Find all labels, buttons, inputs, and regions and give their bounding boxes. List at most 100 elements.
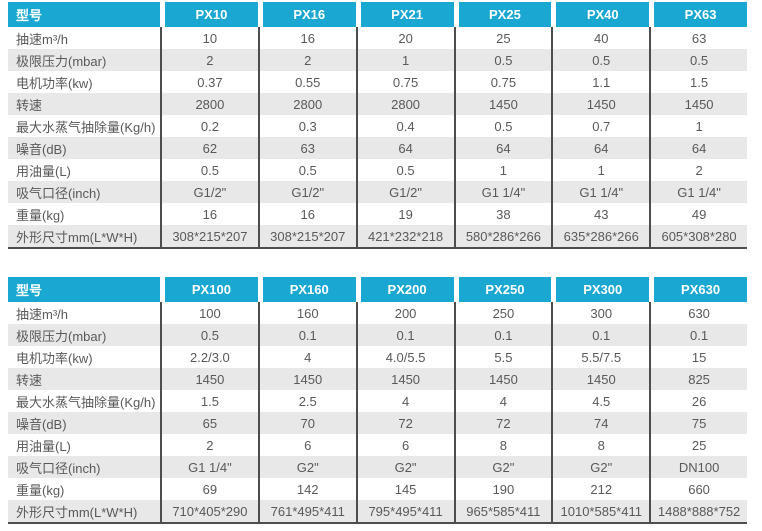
table-cell: 795*495*411 bbox=[355, 500, 454, 522]
table-cell: 0.4 bbox=[355, 115, 454, 137]
table-cell: 2800 bbox=[257, 93, 356, 115]
row-label: 用油量(L) bbox=[16, 163, 71, 179]
table-cell: 0.5 bbox=[355, 159, 454, 181]
column-header: PX63 bbox=[649, 2, 747, 27]
column-header: PX25 bbox=[453, 2, 552, 27]
table-cell: 64 bbox=[649, 137, 747, 159]
table-cell: 2.5 bbox=[257, 390, 356, 412]
table-cell: 200 bbox=[355, 302, 454, 324]
row-label: 吸气口径(inch) bbox=[16, 185, 101, 201]
table-cell: 421*232*218 bbox=[355, 225, 454, 247]
row-label: 外形尺寸mm(L*W*H) bbox=[16, 229, 138, 245]
row-label: 极限压力(mbar) bbox=[16, 328, 107, 344]
table-cell: 8 bbox=[551, 434, 649, 456]
column-header: PX250 bbox=[453, 277, 552, 302]
table-cell: 6 bbox=[257, 434, 356, 456]
table-cell: 4 bbox=[453, 390, 552, 412]
table-cell: 64 bbox=[551, 137, 649, 159]
table-cell: 4 bbox=[257, 346, 356, 368]
table-cell: 142 bbox=[257, 478, 356, 500]
table-cell: G1/2" bbox=[160, 181, 258, 203]
table-cell: 8 bbox=[453, 434, 552, 456]
row-label: 最大水蒸气抽除量(Kg/h) bbox=[16, 394, 156, 410]
data-row: 最大水蒸气抽除量(Kg/h) 1.5 2.5 4 4 4.5 26 bbox=[8, 390, 747, 412]
table-cell: 190 bbox=[453, 478, 552, 500]
column-header: PX40 bbox=[551, 2, 650, 27]
row-label: 噪音(dB) bbox=[16, 416, 67, 432]
row-label: 外形尺寸mm(L*W*H) bbox=[16, 504, 138, 520]
column-header: PX300 bbox=[551, 277, 650, 302]
table-cell: 0.7 bbox=[551, 115, 649, 137]
row-label: 极限压力(mbar) bbox=[16, 53, 107, 69]
table-cell: 0.1 bbox=[649, 324, 747, 346]
data-row: 转速 2800 2800 2800 1450 1450 1450 bbox=[8, 93, 747, 115]
data-row: 用油量(L) 0.5 0.5 0.5 1 1 2 bbox=[8, 159, 747, 181]
table-cell: 635*286*266 bbox=[551, 225, 649, 247]
table-cell: 1 bbox=[649, 115, 747, 137]
table-cell: 16 bbox=[160, 203, 258, 225]
table-cell: 70 bbox=[257, 412, 356, 434]
table-cell: 72 bbox=[355, 412, 454, 434]
table-cell: 580*286*266 bbox=[453, 225, 552, 247]
table-cell: 2 bbox=[160, 434, 258, 456]
table-cell: 4.5 bbox=[551, 390, 649, 412]
table-cell: G1 1/4" bbox=[160, 456, 258, 478]
table-cell: 1450 bbox=[551, 93, 649, 115]
table-cell: 4 bbox=[355, 390, 454, 412]
data-row: 极限压力(mbar) 0.5 0.1 0.1 0.1 0.1 0.1 bbox=[8, 324, 747, 346]
data-row: 用油量(L) 2 6 6 8 8 25 bbox=[8, 434, 747, 456]
table-cell: 25 bbox=[453, 27, 552, 49]
spec-table-px100-px630: 型号 PX100 PX160 PX200 PX250 PX300 PX630 抽速m³/h 10… bbox=[8, 277, 747, 524]
table-cell: 630 bbox=[649, 302, 747, 324]
column-header: PX630 bbox=[649, 277, 747, 302]
table-cell: 0.1 bbox=[355, 324, 454, 346]
table-cell: 1450 bbox=[649, 93, 747, 115]
column-header: PX10 bbox=[160, 2, 258, 27]
table-cell: 2.2/3.0 bbox=[160, 346, 258, 368]
table-cell: 308*215*207 bbox=[160, 225, 258, 247]
table-cell: 1450 bbox=[355, 368, 454, 390]
model-column-header: 型号 bbox=[8, 277, 160, 302]
row-label: 电机功率(kw) bbox=[16, 75, 93, 91]
table-cell: 145 bbox=[355, 478, 454, 500]
table-cell: 1450 bbox=[160, 368, 258, 390]
table-cell: 19 bbox=[355, 203, 454, 225]
table-cell: 25 bbox=[649, 434, 747, 456]
table-cell: 0.55 bbox=[257, 71, 356, 93]
data-row: 噪音(dB) 65 70 72 72 74 75 bbox=[8, 412, 747, 434]
table-cell: G1 1/4" bbox=[453, 181, 552, 203]
row-label: 抽速m³/h bbox=[16, 31, 69, 47]
table-cell: 2800 bbox=[355, 93, 454, 115]
row-label: 电机功率(kw) bbox=[16, 350, 93, 366]
header-row: 型号 PX10 PX16 PX21 PX25 PX40 PX63 bbox=[8, 2, 747, 27]
table-cell: 212 bbox=[551, 478, 649, 500]
data-row: 噪音(dB) 62 63 64 64 64 64 bbox=[8, 137, 747, 159]
row-label: 转速 bbox=[16, 97, 43, 113]
table-cell: 72 bbox=[453, 412, 552, 434]
table-cell: G2" bbox=[551, 456, 649, 478]
data-row: 重量(kg) 69 142 145 190 212 660 bbox=[8, 478, 747, 500]
row-label: 重量(kg) bbox=[16, 482, 65, 498]
table-cell: 65 bbox=[160, 412, 258, 434]
data-row: 电机功率(kw) 0.37 0.55 0.75 0.75 1.1 1.5 bbox=[8, 71, 747, 93]
data-row: 最大水蒸气抽除量(Kg/h) 0.2 0.3 0.4 0.5 0.7 1 bbox=[8, 115, 747, 137]
table-cell: 0.75 bbox=[453, 71, 552, 93]
table-cell: 710*405*290 bbox=[160, 500, 258, 522]
table-cell: 1.5 bbox=[160, 390, 258, 412]
data-row: 重量(kg) 16 16 19 38 43 49 bbox=[8, 203, 747, 225]
table-cell: 250 bbox=[453, 302, 552, 324]
row-label: 重量(kg) bbox=[16, 207, 65, 223]
table-cell: 40 bbox=[551, 27, 649, 49]
table-cell: 0.37 bbox=[160, 71, 258, 93]
column-header: PX200 bbox=[355, 277, 454, 302]
column-header: PX160 bbox=[257, 277, 356, 302]
table-cell: 2800 bbox=[160, 93, 258, 115]
table-cell: 49 bbox=[649, 203, 747, 225]
table-cell: 5.5/7.5 bbox=[551, 346, 649, 368]
table-cell: G2" bbox=[355, 456, 454, 478]
table-cell: 1 bbox=[453, 159, 552, 181]
table-cell: 2 bbox=[649, 159, 747, 181]
data-row: 吸气口径(inch) G1/2" G1/2" G1/2" G1 1/4" G1 1/4" G… bbox=[8, 181, 747, 203]
table-cell: 1 bbox=[355, 49, 454, 71]
